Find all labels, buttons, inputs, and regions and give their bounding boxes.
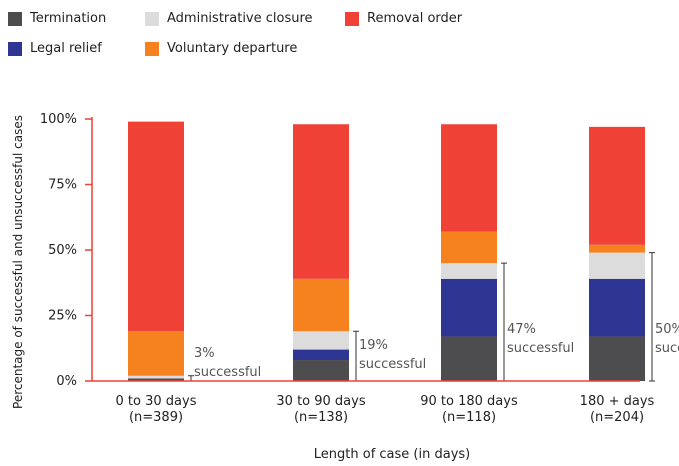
bar-segment-termination [293, 360, 349, 381]
legend-swatch-termination [8, 11, 22, 26]
x-category-count: (n=204) [590, 410, 644, 425]
y-tick-label: 25% [48, 309, 77, 324]
bar-segment-legal-relief [293, 349, 349, 361]
y-tick-label: 50% [48, 243, 77, 258]
legend-label-termination: Termination [30, 11, 107, 26]
legend-label-removal-order: Removal order [367, 11, 463, 26]
bar-segment-termination [441, 336, 497, 381]
bar-segment-legal-relief [441, 278, 497, 337]
x-category-label: 90 to 180 days [420, 394, 518, 409]
legend-swatch-removal-order [345, 11, 359, 26]
legend-item-voluntary-departure: Voluntary departure [145, 41, 297, 56]
y-axis-label: Percentage of successful and unsuccessfu… [11, 115, 25, 409]
bar-segment-removal-order [293, 124, 349, 279]
x-category-label: 180 + days [580, 394, 655, 409]
bar-segment-administrative-closure [441, 263, 497, 279]
y-tick-label: 75% [48, 178, 77, 193]
chart-legend: Termination Administrative closure Remov… [0, 0, 679, 70]
y-tick-label: 0% [56, 374, 77, 389]
bar-segment-administrative-closure [128, 375, 184, 379]
x-category-count: (n=118) [442, 410, 496, 425]
legend-swatch-administrative-closure [145, 11, 159, 26]
successful-label: successful [359, 357, 426, 372]
x-category-label: 0 to 30 days [116, 394, 197, 409]
bar-segment-administrative-closure [589, 252, 645, 279]
x-category-count: (n=389) [129, 410, 183, 425]
bar-segment-voluntary-departure [589, 244, 645, 253]
bar-segment-voluntary-departure [293, 278, 349, 332]
bar-segment-termination [128, 378, 184, 381]
bar-segment-voluntary-departure [441, 231, 497, 264]
x-axis-label: Length of case (in days) [314, 447, 470, 462]
bar-segment-termination [589, 336, 645, 381]
bar-segment-removal-order [589, 126, 645, 245]
x-category-count: (n=138) [294, 410, 348, 425]
successful-percentage: 47% [507, 322, 536, 337]
legend-item-termination: Termination [8, 11, 106, 26]
bar-segment-removal-order [441, 124, 497, 232]
successful-percentage: 50% [655, 322, 679, 337]
x-category-label: 30 to 90 days [276, 394, 365, 409]
legend-item-legal-relief: Legal relief [8, 41, 102, 56]
y-tick-label: 100% [40, 112, 77, 127]
successful-bracket [649, 252, 655, 382]
legend-swatch-legal-relief [8, 41, 22, 56]
bar-segment-administrative-closure [293, 331, 349, 350]
successful-percentage: 3% [194, 346, 215, 361]
legend-item-administrative-closure: Administrative closure [145, 11, 313, 26]
legend-label-administrative-closure: Administrative closure [167, 11, 313, 26]
successful-label: successful [507, 341, 574, 356]
successful-label: successful [194, 365, 261, 380]
bar-segment-legal-relief [589, 278, 645, 337]
legend-label-voluntary-departure: Voluntary departure [167, 41, 298, 56]
bar-segment-voluntary-departure [128, 331, 184, 376]
successful-percentage: 19% [359, 338, 388, 353]
legend-swatch-voluntary-departure [145, 41, 159, 56]
successful-label: successful [655, 341, 679, 356]
legend-item-removal-order: Removal order [345, 11, 462, 26]
legend-label-legal-relief: Legal relief [30, 41, 102, 56]
bar-segment-removal-order [128, 121, 184, 332]
